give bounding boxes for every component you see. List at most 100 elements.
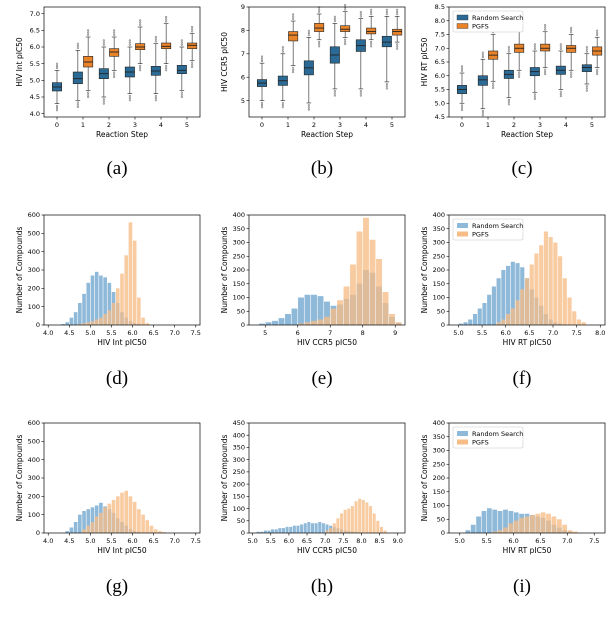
outlier-point	[292, 17, 295, 20]
box-random-step-5	[381, 8, 392, 90]
hist-bar-pgfs	[363, 217, 369, 325]
outlier-point	[544, 70, 547, 73]
outlier-point	[570, 75, 573, 78]
hist-bar-random	[487, 294, 492, 325]
y-tick-label: 100	[233, 294, 245, 302]
hist-bar-random	[61, 324, 65, 325]
hist-bar-pgfs	[492, 531, 498, 533]
outlier-point	[56, 64, 59, 67]
outlier-point	[385, 10, 388, 13]
outlier-point	[359, 94, 362, 97]
hist-bar-random	[481, 511, 487, 533]
hist-bar-pgfs	[496, 322, 501, 325]
outlier-point	[281, 106, 284, 109]
x-tick-label: 5.5	[106, 329, 116, 337]
hist-bar-pgfs	[103, 507, 107, 533]
hist-bar-pgfs	[567, 530, 573, 533]
x-tick-label: 5.0	[455, 537, 465, 545]
outlier-point	[359, 90, 362, 93]
y-tick-label: 50	[237, 307, 245, 315]
hist-bar-pgfs	[520, 289, 525, 325]
hist-bar-pgfs	[124, 490, 129, 533]
hist-bar-pgfs	[382, 292, 389, 325]
outlier-point	[307, 104, 310, 107]
hist-bar-pgfs	[354, 501, 358, 533]
hist-bar-pgfs	[145, 323, 150, 325]
hist-bar-pgfs	[86, 525, 91, 533]
hist-bar-pgfs	[350, 264, 356, 325]
outlier-point	[292, 13, 295, 16]
hist-bar-pgfs	[389, 314, 395, 325]
outlier-point	[396, 43, 399, 46]
outlier-point	[102, 100, 105, 103]
outlier-point	[559, 92, 562, 95]
y-tick-label: 5	[241, 97, 245, 105]
hist-bar-pgfs	[581, 322, 586, 325]
outlier-point	[307, 29, 310, 32]
outlier-point	[585, 48, 588, 51]
box-pgfs-step-1	[288, 13, 299, 74]
hist-bar-random	[263, 530, 267, 533]
outlier-point	[359, 92, 362, 95]
y-tick-label: 100	[433, 502, 445, 510]
outlier-point	[518, 71, 521, 74]
outlier-point	[570, 29, 573, 32]
x-tick-label: 4	[564, 121, 568, 129]
outlier-point	[318, 43, 321, 46]
legend-swatch-random	[456, 14, 469, 21]
chart-g: 0 100 200 300 400 500 600 4.0 4.5 5.0 5.5 6.0 6.5 7.0…	[15, 419, 201, 555]
y-tick-label: 250	[233, 252, 245, 260]
y-tick-label: 4.5	[435, 113, 445, 121]
y-tick-label: 350	[233, 444, 245, 452]
x-tick-label: 1	[81, 121, 85, 129]
outlier-point	[559, 47, 562, 50]
x-tick-label: 1	[286, 121, 290, 129]
outlier-point	[113, 73, 116, 76]
hist-bar-random	[86, 282, 91, 325]
box-body	[340, 25, 351, 32]
panel-h: 0 50 100 150 200 250 300 350 400 450 5.0 5.5 6.0 6.5 7…	[215, 418, 410, 558]
outlier-point	[128, 94, 131, 97]
x-tick-label: 5	[263, 329, 267, 337]
legend-swatch-pgfs	[457, 231, 468, 237]
box-body	[161, 42, 172, 49]
box-random-step-4	[355, 11, 366, 97]
y-tick-label: 150	[233, 280, 245, 288]
outlier-point	[87, 93, 90, 96]
outlier-point	[318, 10, 321, 13]
hist-bar-pgfs	[515, 300, 520, 325]
box-body	[581, 64, 592, 72]
box-random-step-0	[52, 62, 62, 112]
hist-bar-pgfs	[376, 259, 382, 325]
chart-d: 0 100 200 300 400 500 600 4.0 4.5 5.0 5.5 6.0 6.5 7.0…	[15, 211, 201, 347]
y-axis-label: Number of Compounds	[220, 227, 229, 314]
outlier-point	[344, 4, 347, 7]
hist-bar-random	[510, 261, 515, 325]
outlier-point	[333, 17, 336, 20]
box-pgfs-step-5	[392, 8, 403, 50]
outlier-point	[570, 71, 573, 74]
hist-bar-random	[314, 523, 318, 533]
plot-frame	[248, 422, 406, 534]
box-body	[477, 75, 488, 86]
hist-bar-random	[90, 275, 95, 325]
hist-bar-pgfs	[99, 317, 103, 325]
outlier-point	[533, 43, 536, 46]
hist-bar-pgfs	[576, 319, 582, 325]
y-tick-label: 300	[433, 447, 445, 455]
hist-bar-random	[463, 322, 468, 325]
outlier-point	[165, 67, 168, 70]
box-pgfs-step-1	[83, 29, 94, 98]
outlier-point	[165, 18, 168, 21]
x-tick-label: 6.0	[508, 537, 518, 545]
y-axis-label: Number of Compounds	[420, 227, 429, 314]
hist-bar-pgfs	[529, 515, 535, 533]
y-tick-label: 100	[28, 511, 40, 519]
y-tick-label: 300	[28, 474, 40, 482]
hist-bar-pgfs	[145, 520, 150, 533]
panel-i: 0 50 100 150 200 250 300 350 400 5.0 5.5 6.0 6.5 7.0 7…	[415, 418, 610, 558]
legend-swatch-pgfs	[456, 23, 469, 29]
outlier-point	[585, 50, 588, 53]
outlier-point	[87, 91, 90, 94]
hist-bar-pgfs	[506, 314, 511, 325]
